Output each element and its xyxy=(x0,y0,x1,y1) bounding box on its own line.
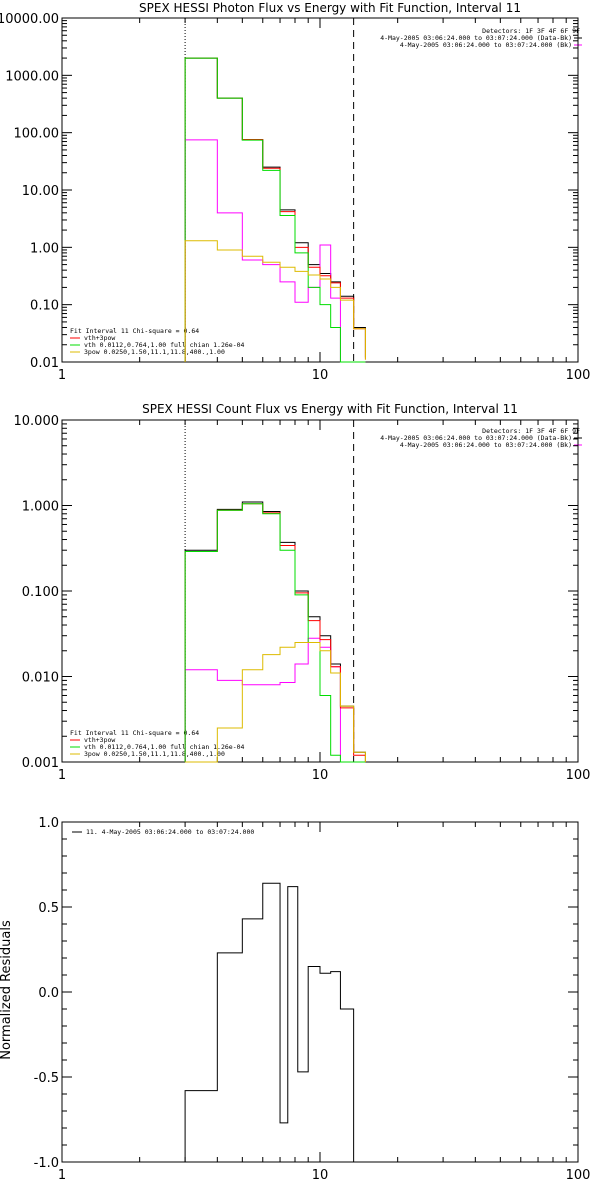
photon-y-tick-label: 1000.00 xyxy=(5,69,59,84)
photon-detectors-text: Detectors: 1F 3F 4F 6F 9F xyxy=(482,27,580,35)
residuals-panel: 11. 4-May-2005 03:06:24.000 to 03:07:24.… xyxy=(0,816,590,1183)
photon-x-tick-label: 100 xyxy=(566,368,591,383)
count-series-2 xyxy=(184,503,366,762)
photon-series-3 xyxy=(184,57,366,363)
count-series-3 xyxy=(184,503,366,763)
residual-y-tick-label: 1.0 xyxy=(38,816,59,831)
photon-series-4 xyxy=(184,240,366,362)
photon-series-1 xyxy=(184,139,366,363)
residual-y-tick-label: 0.0 xyxy=(38,986,59,1001)
count-x-tick-label: 10 xyxy=(312,768,329,783)
photon-legend-bk: 4-May-2005 03:06:24.000 to 03:07:24.000 … xyxy=(400,41,572,49)
photon-y-tick-label: 10000.00 xyxy=(0,12,59,27)
count-detectors-text: Detectors: 1F 3F 4F 6F 9F xyxy=(482,427,580,435)
residuals-y-label: Normalized Residuals xyxy=(0,920,14,1060)
photon-y-tick-label: 0.01 xyxy=(30,356,59,371)
count-y-tick-label: 10.000 xyxy=(14,414,60,429)
count-series-4 xyxy=(185,641,366,763)
photon-plot-frame xyxy=(61,17,579,363)
photon-fit-3pow: 3pow 0.0250,1.50,11.1,11.8,400.,1.00 xyxy=(84,348,225,356)
photon-y-tick-label: 0.10 xyxy=(30,299,59,314)
count-legend-data: 4-May-2005 03:06:24.000 to 03:07:24.000 … xyxy=(380,434,572,442)
count-y-tick-label: 0.001 xyxy=(22,756,59,771)
count-y-tick-label: 0.010 xyxy=(22,671,59,686)
photon-y-tick-label: 10.00 xyxy=(22,184,59,199)
photon-x-tick-label: 1 xyxy=(58,368,66,383)
count-fit-line: Fit Interval 11 Chi-square = 0.64 xyxy=(70,729,199,737)
photon-chart-title: SPEX HESSI Photon Flux vs Energy with Fi… xyxy=(139,1,521,15)
count-chart-title: SPEX HESSI Count Flux vs Energy with Fit… xyxy=(142,402,518,416)
residual-x-tick-label: 100 xyxy=(566,1168,591,1183)
photon-legend-data: 4-May-2005 03:06:24.000 to 03:07:24.000 … xyxy=(380,34,572,42)
residual-x-tick-label: 10 xyxy=(312,1168,329,1183)
count-legend-bk: 4-May-2005 03:06:24.000 to 03:07:24.000 … xyxy=(400,441,572,449)
count-y-tick-label: 0.100 xyxy=(22,585,59,600)
count-plot-frame xyxy=(61,419,579,763)
photon-x-tick-label: 10 xyxy=(312,368,329,383)
residual-y-tick-label: -0.5 xyxy=(34,1071,59,1086)
photon-fit-total: vth+3pow xyxy=(84,334,115,342)
photon-y-tick-label: 100.00 xyxy=(14,127,60,142)
count-x-tick-label: 1 xyxy=(58,768,66,783)
count-fit-3pow: 3pow 0.0250,1.50,11.1,11.8,400.,1.00 xyxy=(84,750,225,758)
photon-flux-panel: SPEX HESSI Photon Flux vs Energy with Fi… xyxy=(0,1,590,383)
count-series-0 xyxy=(184,501,366,762)
photon-plot-area: 1 10 100 10000.00 1000.00 100.00 10.00 1.00 0.10… xyxy=(0,12,590,383)
residual-legend: 11. 4-May-2005 03:06:24.000 to 03:07:24.… xyxy=(86,828,254,836)
photon-series-0 xyxy=(184,57,366,362)
residuals-plot-area: 1 10 100 1.0 0.5 0.0 -0.5 -1.0 xyxy=(34,816,591,1183)
photon-fit-vth: vth 0.0112,0.764,1.00 full chian 1.26e-0… xyxy=(84,341,245,349)
residual-x-tick-label: 1 xyxy=(58,1168,66,1183)
count-flux-panel: SPEX HESSI Count Flux vs Energy with Fit… xyxy=(14,402,591,783)
count-plot-area: 1 10 100 10.000 1.000 0.100 0.010 0.001 xyxy=(14,414,591,783)
count-fit-total: vth+3pow xyxy=(84,736,115,744)
count-fit-vth: vth 0.0112,0.764,1.00 full chian 1.26e-0… xyxy=(84,743,245,751)
count-y-tick-label: 1.000 xyxy=(22,500,59,515)
photon-y-tick-label: 1.00 xyxy=(30,241,59,256)
residual-plot-frame xyxy=(61,821,579,1163)
photon-fit-line: Fit Interval 11 Chi-square = 0.64 xyxy=(70,327,199,335)
count-x-tick-label: 100 xyxy=(566,768,591,783)
residual-series-0 xyxy=(184,882,355,1162)
residual-y-tick-label: -1.0 xyxy=(34,1156,59,1171)
residual-y-tick-label: 0.5 xyxy=(38,901,59,916)
photon-series-2 xyxy=(184,57,366,362)
